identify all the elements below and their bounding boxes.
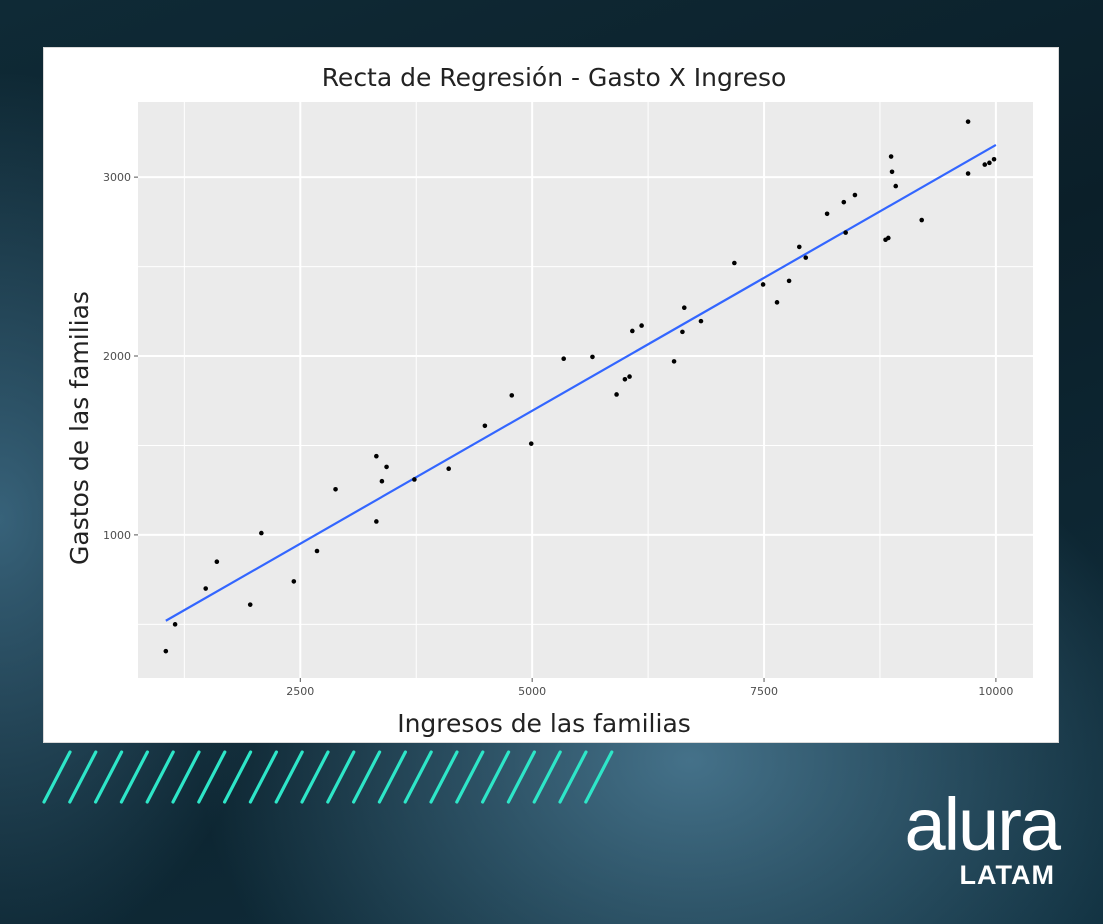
data-point (259, 530, 264, 536)
data-point (314, 548, 320, 554)
data-point (614, 392, 619, 397)
stripe (455, 750, 485, 804)
stripe (145, 750, 175, 804)
data-point (774, 300, 780, 305)
stripe (403, 750, 433, 804)
data-point (982, 162, 988, 167)
data-point (622, 376, 628, 382)
data-point (291, 579, 297, 584)
data-point (374, 453, 379, 459)
data-point (852, 192, 858, 198)
stripe (506, 750, 536, 804)
regression-line (165, 143, 997, 622)
x-tick-label: 2500 (286, 685, 314, 698)
chart-title: Recta de Regresión - Gasto X Ingreso (322, 63, 787, 92)
data-point (528, 441, 534, 446)
data-point (509, 393, 515, 398)
data-point (561, 356, 567, 361)
y-tick-label: 3000 (103, 171, 131, 184)
y-tick-label: 2000 (103, 350, 131, 363)
data-point (247, 602, 253, 607)
stripe (42, 750, 72, 804)
stripe (481, 750, 511, 804)
data-point (919, 217, 925, 223)
stripe (326, 750, 356, 804)
data-point (203, 586, 209, 591)
data-point (630, 328, 635, 334)
x-axis-label: Ingresos de las familias (397, 709, 691, 738)
alura-logo: alura LATAM (889, 783, 1061, 891)
stripe (68, 750, 98, 804)
data-point (482, 423, 488, 429)
logo-wordmark: alura (904, 783, 1061, 866)
decorative-stripes (42, 750, 614, 804)
stripe (197, 750, 227, 804)
data-point (888, 154, 894, 159)
data-point (698, 318, 704, 324)
data-point (893, 183, 899, 189)
data-point (886, 235, 891, 241)
plot-panel (138, 102, 1033, 678)
data-point (841, 199, 847, 205)
x-tick-label: 7500 (750, 685, 778, 698)
y-axis-label: Gastos de las familias (65, 291, 94, 565)
data-point (680, 329, 685, 335)
data-point (786, 278, 792, 284)
y-tick-label: 1000 (103, 529, 131, 542)
stripe (352, 750, 382, 804)
chart-frame: Recta de Regresión - Gasto X Ingreso 250… (44, 48, 1058, 742)
data-point (671, 359, 677, 364)
data-point (803, 255, 809, 260)
data-point (374, 519, 379, 524)
stripe (223, 750, 253, 804)
data-point (214, 559, 220, 565)
data-point (760, 282, 766, 287)
data-point (965, 119, 971, 124)
stripe (558, 750, 588, 804)
x-tick-label: 10000 (978, 685, 1013, 698)
stripe (93, 750, 124, 804)
data-point (639, 323, 644, 328)
regression-scatter-chart: Recta de Regresión - Gasto X Ingreso 250… (65, 63, 1033, 738)
data-points (163, 119, 997, 654)
data-point (412, 477, 417, 482)
data-point (172, 622, 178, 627)
logo-subtitle: LATAM (959, 860, 1055, 890)
data-point (627, 374, 632, 379)
data-point (681, 305, 687, 311)
stripe (171, 750, 201, 804)
data-point (384, 464, 389, 470)
stripe (119, 750, 150, 804)
stripe (377, 750, 407, 804)
data-point (333, 486, 338, 492)
stripe (532, 750, 562, 804)
stripe (584, 750, 614, 804)
data-point (446, 466, 451, 472)
stripe (429, 750, 459, 804)
data-point (889, 169, 895, 175)
data-point (991, 156, 997, 162)
data-point (824, 211, 830, 217)
grid-lines (138, 102, 1033, 678)
tick-labels: 2500 5000 7500 10000 1000 2000 3000 (103, 171, 1013, 698)
data-point (732, 260, 737, 266)
data-point (796, 244, 802, 250)
data-point (590, 354, 595, 360)
regression-line-layer (165, 143, 997, 622)
stripe (274, 750, 304, 804)
data-point (379, 478, 385, 484)
stripe (300, 750, 330, 804)
data-point (843, 230, 848, 235)
data-point (965, 171, 971, 176)
data-point (987, 160, 992, 166)
data-point (163, 648, 169, 654)
stripe (248, 750, 278, 804)
x-tick-label: 5000 (518, 685, 546, 698)
